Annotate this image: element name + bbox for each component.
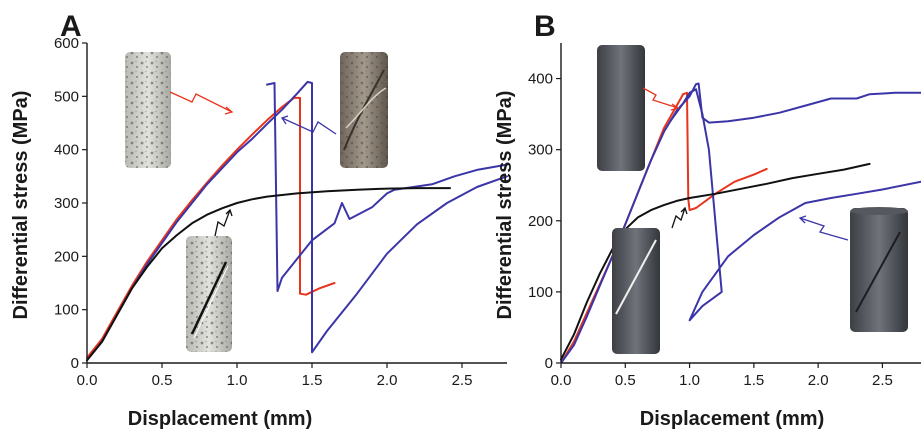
x-tick-label: 0.5: [615, 372, 636, 389]
panel-label-b: B: [534, 10, 556, 43]
pointer-arrow-black-head: [225, 208, 233, 217]
x-tick-label: 2.0: [377, 372, 398, 389]
y-axis-title: Differential stress (MPa): [10, 91, 32, 320]
stress-curve: [86, 96, 336, 359]
sample-photo-sheared-granite: [340, 52, 388, 168]
y-tick-label: 200: [54, 248, 79, 265]
x-axis-title: Displacement (mm): [640, 408, 825, 430]
pointer-arrow-black: [214, 209, 231, 237]
y-tick-label: 100: [528, 284, 553, 301]
pointer-arrow-blue: [281, 117, 337, 135]
pointer-arrow-black-head: [680, 206, 688, 215]
x-tick-label: 1.5: [302, 372, 323, 389]
stress-curve: [86, 187, 451, 362]
y-tick-label: 600: [54, 35, 79, 52]
y-axis-title: Differential stress (MPa): [494, 91, 516, 320]
pointer-arrow-blue: [799, 217, 849, 241]
y-tick-label: 400: [528, 71, 553, 88]
x-tick-label: 2.0: [808, 372, 829, 389]
sample-photo-faulted-rock: [612, 228, 660, 354]
x-axis-title: Displacement (mm): [128, 408, 313, 430]
axis-ticks: [82, 42, 463, 368]
y-tick-label: 200: [528, 213, 553, 230]
pointer-arrow-black: [671, 207, 686, 229]
chart-panel-b: B 0 100 200 300 400 0.0 0.5 1.0 1.5 2.0 2.5 Displ…: [494, 10, 921, 430]
pointer-arrow-red: [642, 87, 679, 109]
x-tick-label: 1.0: [227, 372, 248, 389]
stress-curve: [560, 82, 921, 364]
y-tick-label: 100: [54, 302, 79, 319]
y-tick-labels: 0 100 200 300 400: [528, 71, 553, 372]
stress-curve: [266, 82, 508, 292]
stress-curve: [86, 80, 508, 362]
x-tick-labels: 0.0 0.5 1.0 1.5 2.0 2.5: [551, 372, 893, 389]
axis-ticks: [556, 77, 884, 368]
x-tick-label: 0.0: [551, 372, 572, 389]
stress-curves: [86, 80, 508, 362]
sample-photo-intact-granite: [125, 52, 171, 168]
x-tick-label: 0.0: [77, 372, 98, 389]
x-tick-label: 1.5: [743, 372, 764, 389]
y-tick-label: 400: [54, 142, 79, 159]
x-tick-label: 2.5: [872, 372, 893, 389]
y-tick-label: 300: [528, 142, 553, 159]
pointer-arrow-red-head: [224, 106, 234, 115]
pointer-arrow-red: [169, 91, 233, 113]
y-tick-label: 0: [545, 355, 553, 372]
stress-curve: [560, 162, 871, 361]
stress-curves: [560, 82, 921, 364]
panel-label-a: A: [60, 10, 82, 43]
chart-panel-a: A 0 100 200 300 400 500 600 0.0 0.5 1.0 1.5 2.0 2.5…: [10, 10, 508, 430]
y-tick-label: 500: [54, 88, 79, 105]
pointer-arrow-blue-head: [280, 115, 289, 125]
x-tick-label: 2.5: [452, 372, 473, 389]
pointer-arrow-blue-head: [798, 215, 807, 224]
x-tick-labels: 0.0 0.5 1.0 1.5 2.0 2.5: [77, 372, 473, 389]
x-tick-label: 0.5: [152, 372, 173, 389]
sample-photo-faulted-granite: [186, 236, 232, 352]
stress-curve: [669, 88, 921, 322]
sample-photo-shear-fractured-rock: [850, 207, 908, 332]
x-tick-label: 1.0: [679, 372, 700, 389]
y-tick-label: 300: [54, 195, 79, 212]
pointer-arrow-red-head: [670, 103, 680, 111]
y-tick-labels: 0 100 200 300 400 500 600: [54, 35, 79, 372]
y-tick-label: 0: [71, 355, 79, 372]
sample-photo-intact-rock: [597, 45, 645, 171]
